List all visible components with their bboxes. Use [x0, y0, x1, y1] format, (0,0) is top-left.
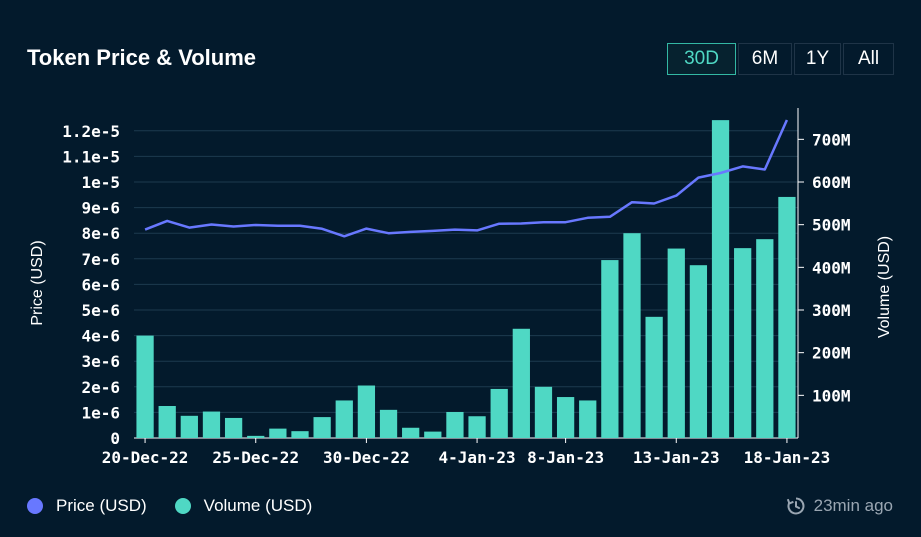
legend-price-label: Price (USD)	[56, 496, 147, 515]
y-left-tick-label: 8e-6	[81, 224, 120, 243]
volume-bar	[734, 248, 752, 438]
last-updated: 23min ago	[786, 496, 893, 516]
volume-bar	[579, 400, 597, 438]
legend-item-price[interactable]: Price (USD)	[27, 496, 147, 516]
price-line	[144, 119, 789, 238]
y-left-tick-label: 7e-6	[81, 250, 120, 269]
x-tick-label: 8-Jan-23	[527, 448, 604, 467]
y-right-tick-label: 700M	[812, 130, 851, 149]
updated-time-text: 23min ago	[813, 496, 893, 515]
x-tick-label: 13-Jan-23	[633, 448, 720, 467]
y-left-tick-label: 4e-6	[81, 327, 120, 346]
volume-bar	[357, 385, 376, 438]
volume-bar	[778, 196, 796, 438]
volume-bar	[512, 328, 530, 438]
y-left-tick-label: 3e-6	[81, 352, 120, 371]
y-left-tick-label: 2e-6	[81, 378, 120, 397]
price-legend-dot	[27, 498, 43, 514]
y-left-tick-label: 1.2e-5	[62, 122, 120, 141]
volume-bar	[269, 428, 287, 438]
x-tick-label: 20-Dec-22	[102, 448, 189, 467]
y-left-axis-title: Price (USD)	[29, 240, 46, 325]
legend-volume-label: Volume (USD)	[203, 496, 313, 515]
range-1y-button[interactable]: 1Y	[794, 43, 841, 75]
x-tick-label: 25-Dec-22	[212, 448, 299, 467]
x-tick-label: 4-Jan-23	[439, 448, 516, 467]
volume-bar	[446, 411, 464, 438]
volume-bar	[424, 431, 442, 438]
volume-bar	[158, 406, 176, 438]
range-all-button[interactable]: All	[843, 43, 894, 75]
y-right-tick-label: 200M	[812, 344, 851, 363]
volume-bar	[667, 248, 685, 438]
legend-item-volume[interactable]: Volume (USD)	[174, 496, 313, 516]
volume-bar	[645, 316, 663, 438]
y-right-tick-label: 100M	[812, 386, 851, 405]
volume-bar	[313, 417, 331, 438]
range-selector: 30D 6M 1Y All	[667, 43, 896, 75]
y-left-tick-label: 1e-6	[81, 403, 120, 422]
volume-bar	[534, 386, 553, 438]
volume-bar	[136, 335, 154, 438]
y-right-tick-label: 300M	[812, 301, 851, 320]
y-left-tick-label: 6e-6	[81, 275, 120, 294]
volume-bar	[623, 233, 641, 438]
refresh-clock-icon	[786, 497, 805, 515]
range-30d-button[interactable]: 30D	[667, 43, 736, 75]
chart-title: Token Price & Volume	[27, 45, 257, 70]
volume-legend-dot	[174, 498, 191, 514]
volume-bar	[711, 120, 730, 438]
y-left-tick-label: 5e-6	[81, 301, 120, 320]
y-left-tick-label: 1.1e-5	[62, 147, 120, 166]
x-tick-label: 18-Jan-23	[744, 448, 831, 467]
volume-bar	[468, 416, 486, 438]
y-left-tick-label: 0	[110, 429, 120, 448]
volume-bar	[756, 239, 774, 438]
y-right-tick-label: 500M	[812, 216, 851, 235]
y-right-axis-title: Volume (USD)	[876, 236, 893, 338]
volume-bar	[247, 435, 265, 438]
volume-bar	[601, 260, 619, 438]
volume-bar	[379, 409, 398, 438]
x-tick-label: 30-Dec-22	[323, 448, 410, 467]
volume-bar	[224, 417, 243, 438]
volume-bar	[402, 427, 420, 438]
y-right-tick-label: 400M	[812, 258, 851, 277]
volume-bar	[689, 265, 708, 438]
volume-bar	[291, 431, 309, 438]
y-left-tick-label: 1e-5	[81, 173, 120, 192]
range-6m-button[interactable]: 6M	[738, 43, 792, 75]
chart-legend: Price (USD) Volume (USD)	[27, 496, 340, 516]
volume-bar	[556, 397, 575, 438]
volume-bar	[202, 411, 221, 438]
y-left-tick-label: 9e-6	[81, 199, 120, 218]
volume-bar	[490, 388, 508, 438]
y-right-tick-label: 600M	[812, 173, 851, 192]
volume-bar	[180, 415, 198, 438]
volume-bar	[335, 400, 353, 438]
